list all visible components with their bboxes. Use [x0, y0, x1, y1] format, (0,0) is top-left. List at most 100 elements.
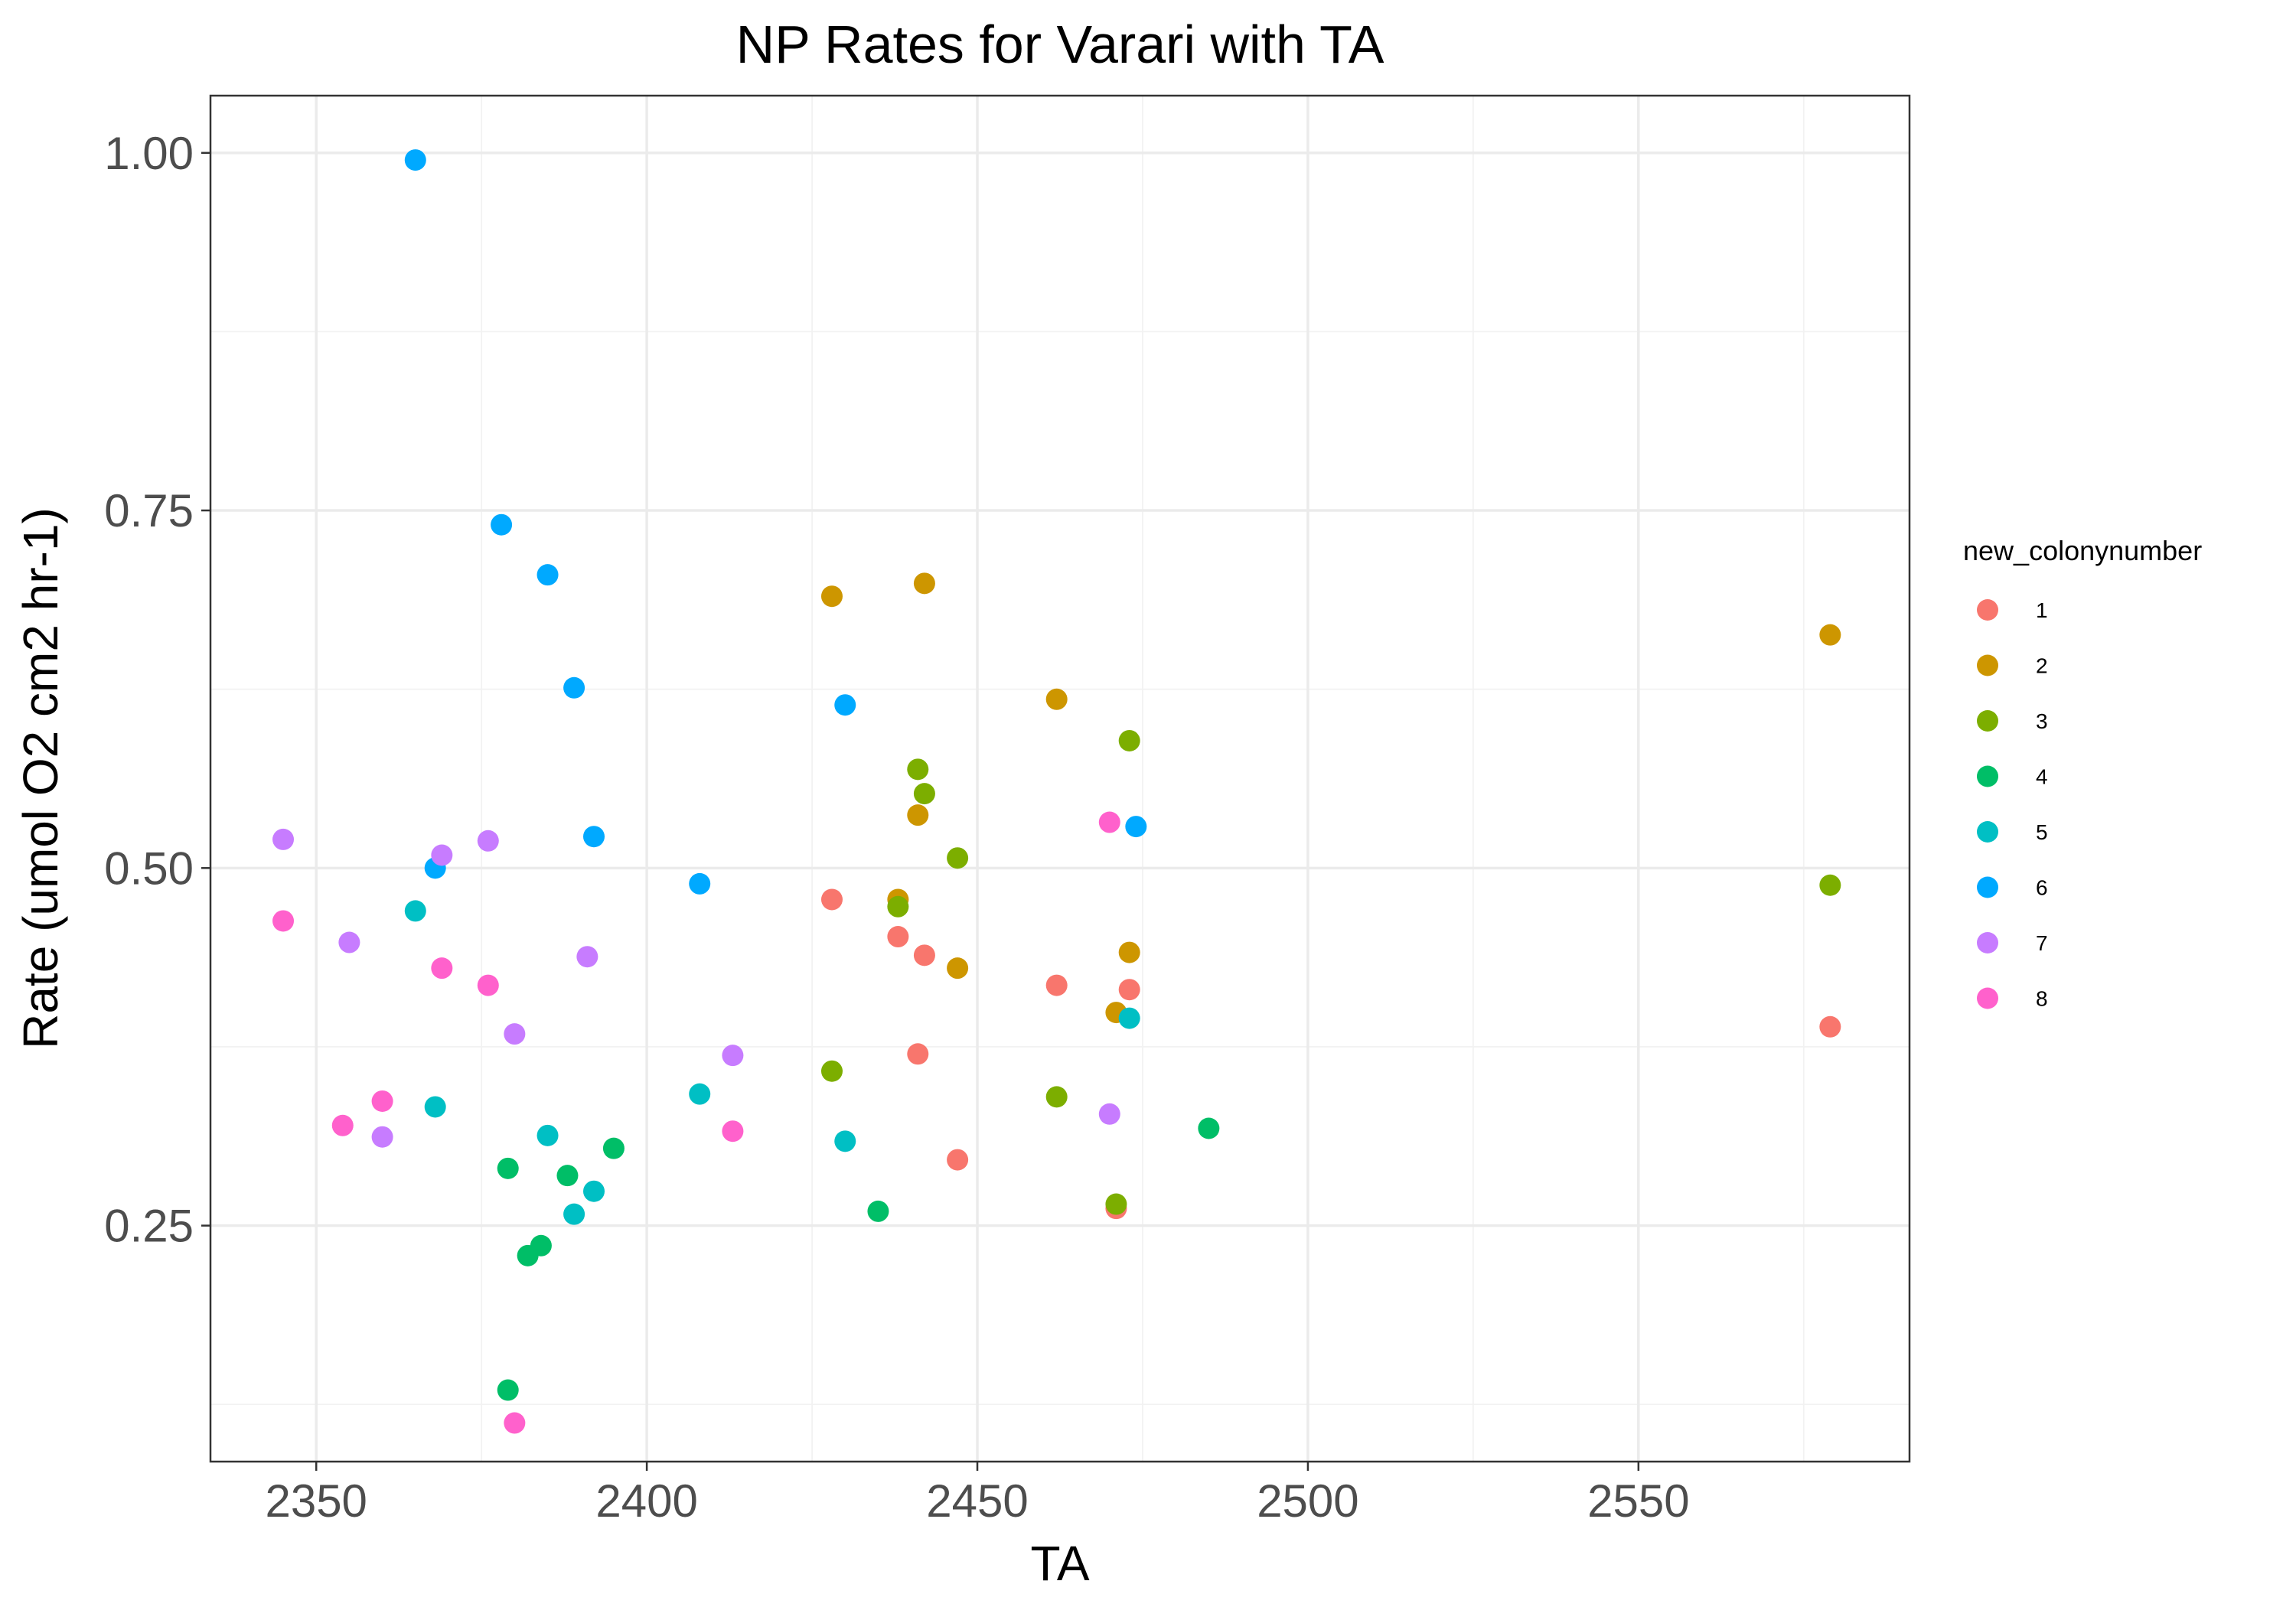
y-tick-label: 1.00 [104, 128, 194, 179]
data-point-series-3 [1045, 1086, 1068, 1108]
data-point-series-6 [536, 564, 559, 586]
legend-label-6: 6 [2036, 876, 2048, 900]
data-point-series-2 [947, 957, 969, 980]
data-point-series-5 [424, 1096, 446, 1118]
x-tick-label: 2500 [1257, 1475, 1358, 1527]
data-point-series-1 [887, 926, 909, 948]
legend-label-1: 1 [2036, 598, 2048, 622]
data-point-series-8 [1098, 811, 1120, 833]
data-point-series-7 [504, 1023, 526, 1045]
y-tick-label: 0.75 [104, 485, 194, 536]
legend: new_colonynumber 1 2 3 4 5 6 7 8 [1963, 535, 2202, 1011]
data-point-series-4 [1198, 1117, 1220, 1139]
legend-label-4: 4 [2036, 765, 2048, 789]
data-point-series-8 [504, 1412, 526, 1434]
data-point-series-4 [602, 1137, 625, 1159]
chart-title: NP Rates for Varari with TA [736, 15, 1384, 74]
legend-marker-1 [1977, 599, 1998, 621]
data-point-series-8 [722, 1120, 744, 1143]
data-point-series-5 [563, 1203, 585, 1225]
x-axis-title: TA [1030, 1536, 1089, 1591]
data-point-series-3 [1819, 874, 1841, 896]
legend-marker-4 [1977, 765, 1998, 787]
data-point-series-8 [431, 957, 453, 980]
legend-label-3: 3 [2036, 709, 2048, 733]
data-point-series-4 [497, 1157, 519, 1179]
data-point-series-3 [913, 783, 935, 805]
data-point-series-5 [1118, 1007, 1140, 1029]
legend-title: new_colonynumber [1963, 535, 2202, 566]
data-point-series-7 [371, 1126, 393, 1148]
data-point-series-3 [1105, 1193, 1127, 1215]
x-tick-label: 2450 [926, 1475, 1028, 1527]
data-point-series-5 [834, 1130, 856, 1152]
data-point-series-7 [272, 828, 295, 850]
data-point-series-8 [331, 1114, 354, 1136]
data-point-series-6 [583, 826, 605, 848]
legend-items: 1 2 3 4 5 6 7 8 [1977, 598, 2048, 1011]
data-point-series-1 [820, 888, 843, 911]
data-point-series-3 [1118, 729, 1140, 751]
data-point-series-4 [530, 1234, 552, 1257]
data-point-series-1 [1118, 979, 1140, 1001]
y-tick-label: 0.50 [104, 843, 194, 894]
data-point-series-5 [689, 1083, 711, 1105]
grid-lines [210, 96, 1910, 1462]
data-point-series-3 [907, 758, 929, 781]
data-point-series-8 [477, 974, 499, 996]
panel-border [209, 94, 1911, 1463]
data-point-series-3 [947, 847, 969, 869]
data-point-series-7 [1098, 1103, 1120, 1125]
legend-marker-8 [1977, 987, 1998, 1009]
data-point-series-2 [1819, 624, 1841, 646]
data-point-series-6 [834, 694, 856, 716]
data-point-series-2 [1118, 941, 1140, 963]
data-point-series-8 [272, 910, 295, 932]
data-point-series-2 [1045, 688, 1068, 710]
data-point-series-2 [820, 585, 843, 608]
data-point-series-7 [338, 931, 360, 953]
x-tick-label: 2350 [265, 1475, 367, 1527]
legend-marker-7 [1977, 932, 1998, 953]
data-point-series-7 [576, 946, 598, 968]
legend-marker-5 [1977, 821, 1998, 843]
data-point-series-1 [907, 1043, 929, 1065]
data-point-series-4 [867, 1200, 889, 1222]
legend-label-8: 8 [2036, 987, 2048, 1011]
data-point-series-6 [1125, 816, 1147, 838]
data-point-series-4 [556, 1165, 579, 1187]
data-point-series-1 [1045, 974, 1068, 996]
legend-marker-6 [1977, 876, 1998, 898]
data-points [272, 149, 1841, 1434]
data-point-series-4 [497, 1379, 519, 1401]
data-point-series-7 [477, 830, 499, 852]
data-point-series-2 [913, 572, 935, 595]
data-point-series-5 [583, 1180, 605, 1202]
data-point-series-3 [887, 895, 909, 918]
data-point-series-6 [563, 676, 585, 699]
data-point-series-2 [907, 804, 929, 826]
data-point-series-3 [820, 1060, 843, 1082]
data-point-series-1 [947, 1149, 969, 1171]
legend-label-5: 5 [2036, 820, 2048, 844]
legend-label-2: 2 [2036, 654, 2048, 678]
data-point-series-6 [404, 149, 426, 171]
legend-marker-3 [1977, 710, 1998, 732]
x-tick-label: 2400 [595, 1475, 697, 1527]
y-axis-title: Rate (umol O2 cm2 hr-1) [13, 507, 68, 1049]
data-point-series-6 [689, 872, 711, 895]
x-tick-label: 2550 [1587, 1475, 1689, 1527]
data-point-series-7 [722, 1045, 744, 1067]
data-point-series-1 [913, 944, 935, 966]
legend-label-7: 7 [2036, 931, 2048, 955]
data-point-series-8 [371, 1090, 393, 1112]
legend-marker-2 [1977, 654, 1998, 676]
data-point-series-5 [404, 900, 426, 922]
data-point-series-7 [431, 844, 453, 866]
data-point-series-6 [491, 513, 513, 536]
axis-ticks: 2350 2400 2450 2500 2550 0.25 0.50 0.75 1.00 [104, 128, 1689, 1527]
data-point-series-5 [536, 1124, 559, 1146]
data-point-series-1 [1819, 1015, 1841, 1038]
